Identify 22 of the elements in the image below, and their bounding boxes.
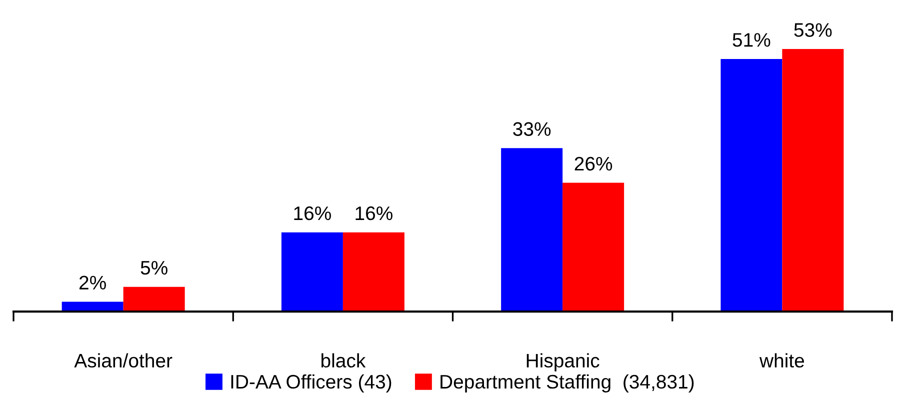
data-label: 51% [732, 33, 770, 47]
data-label: 2% [80, 276, 106, 290]
x-tick-label: white [759, 353, 804, 368]
x-tick-label: Hispanic [526, 353, 600, 372]
legend-label: Department Staffing (34,831) [440, 374, 694, 392]
legend-label: ID-AA Officers (43) [231, 374, 392, 392]
data-label: 33% [513, 122, 551, 136]
data-label: 5% [140, 260, 168, 275]
bar [720, 58, 782, 312]
data-label: 26% [574, 156, 612, 171]
x-tick-label: Asian/other [74, 353, 172, 368]
bar [62, 302, 124, 312]
bar [562, 182, 624, 312]
x-tick-label: black [322, 353, 366, 368]
bar [281, 232, 343, 312]
bar [782, 49, 844, 312]
bar [123, 286, 185, 312]
bar [342, 232, 404, 312]
bar [501, 148, 563, 312]
data-label: 16% [356, 206, 392, 220]
data-label: 16% [294, 206, 331, 220]
data-label: 53% [794, 23, 832, 37]
